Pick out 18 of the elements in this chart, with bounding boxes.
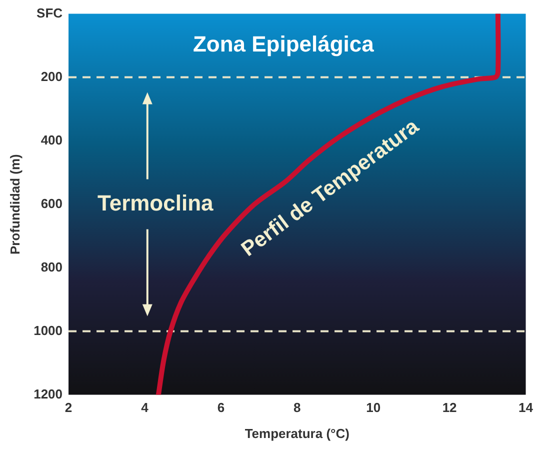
y-axis-title: Profundidad (m) <box>7 154 22 254</box>
y-tick-label: 400 <box>40 132 63 148</box>
y-tick-label: 200 <box>40 68 63 84</box>
x-tick-label: 2 <box>64 400 72 416</box>
x-tick-label: 8 <box>294 400 301 416</box>
y-tick-label: 600 <box>40 196 63 211</box>
x-tick-label: 10 <box>366 400 381 416</box>
annotation: Termoclina <box>98 190 214 216</box>
x-axis-title: Temperatura (°C) <box>244 426 350 441</box>
y-tick-label: SFC <box>36 5 64 20</box>
y-tick-label: 1200 <box>34 386 63 402</box>
y-tick-label: 1000 <box>34 322 63 338</box>
x-tick-label: 14 <box>518 400 534 416</box>
annotation: Zona Epipelágica <box>192 32 375 57</box>
x-tick-label: 6 <box>217 400 225 416</box>
y-tick-label: 800 <box>40 259 63 274</box>
x-tick-label: 12 <box>442 400 457 416</box>
x-tick-label: 4 <box>141 400 150 416</box>
